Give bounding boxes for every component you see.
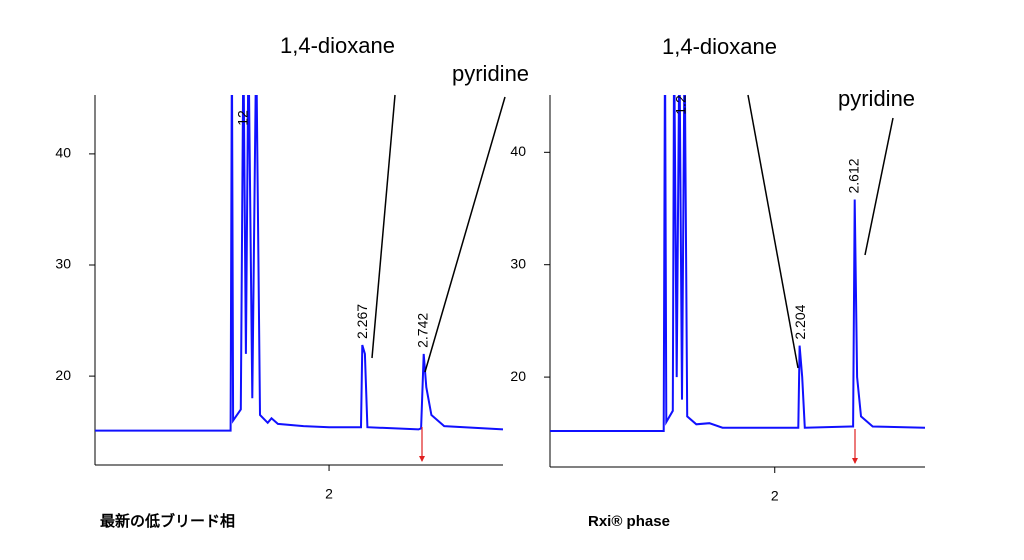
leader-line (864, 117, 894, 256)
y-tick-label: 20 (55, 367, 71, 383)
trace (550, 95, 925, 432)
solvent-label: 1.2 (673, 95, 689, 115)
y-tick-label: 20 (510, 368, 526, 384)
y-tick-label: 40 (510, 143, 526, 159)
marker-arrow-head (419, 456, 425, 462)
compound-label: 1,4-dioxane (280, 33, 395, 58)
compound-label: pyridine (452, 61, 529, 86)
compound-label: pyridine (838, 86, 915, 111)
leader-line (371, 94, 396, 359)
marker-arrow-head (852, 458, 858, 464)
leader-line (747, 94, 799, 369)
solvent-label: 12 (235, 110, 251, 126)
y-tick-label: 30 (55, 256, 71, 272)
caption: 最新の低ブリード相 (100, 512, 235, 530)
trace (95, 95, 503, 432)
leader-line (424, 96, 506, 373)
compound-label: 1,4-dioxane (662, 34, 777, 59)
y-tick-label: 40 (55, 145, 71, 161)
x-tick-label: 2 (771, 488, 779, 504)
peak-label: 2.267 (354, 304, 370, 339)
y-tick-label: 30 (510, 255, 526, 271)
peak-label: 2.612 (845, 158, 861, 193)
caption: Rxi® phase (588, 513, 670, 530)
peak-label: 2.742 (415, 313, 431, 348)
peak-label: 2.204 (792, 304, 808, 339)
x-tick-label: 2 (325, 486, 333, 502)
